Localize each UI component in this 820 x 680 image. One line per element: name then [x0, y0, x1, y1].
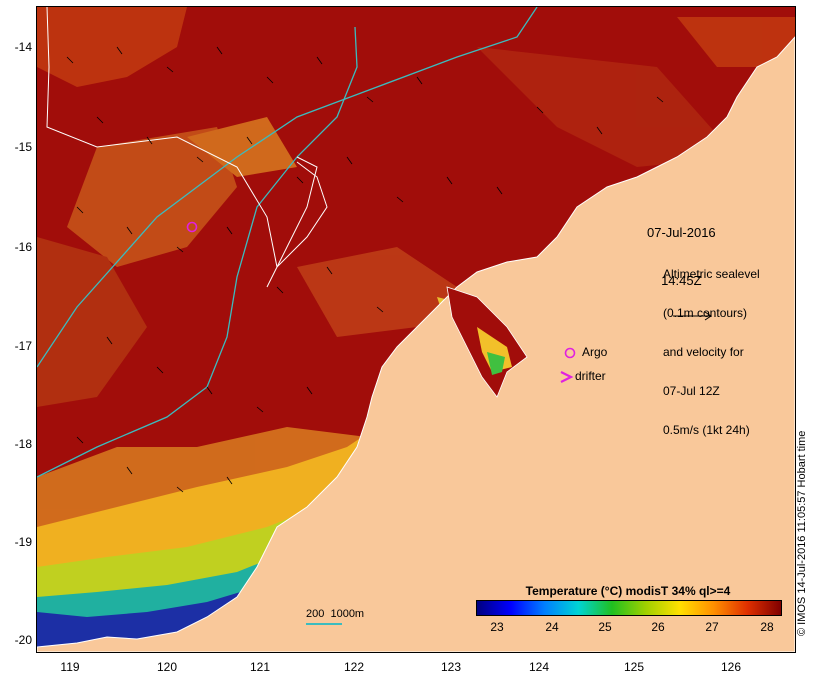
x-tick-label: 121 — [249, 660, 271, 674]
x-tick-label: 123 — [440, 660, 462, 674]
isobath-200m — [37, 7, 538, 368]
argo-label: Argo — [582, 345, 608, 359]
altimetry-line-1: Altimetric sealevel — [663, 267, 760, 281]
x-tick-label: 126 — [720, 660, 742, 674]
x-tick-label: 124 — [528, 660, 550, 674]
isobath-scale-line — [306, 623, 342, 625]
y-tick-label: -17 — [14, 339, 32, 353]
colorbar-tick-label: 24 — [545, 620, 559, 634]
y-tick-label: -20 — [14, 633, 32, 647]
altimetry-line-3: and velocity for — [663, 345, 744, 359]
land-australia — [37, 36, 795, 652]
colorbar-tick-label: 26 — [651, 620, 665, 634]
x-tick-label: 119 — [60, 660, 80, 674]
y-tick-label: -18 — [14, 437, 32, 451]
y-tick-label: -19 — [14, 535, 32, 549]
sealevel-contour-2 — [266, 156, 318, 288]
y-tick-label: -16 — [14, 240, 32, 254]
colorbar-tick-label: 27 — [705, 620, 719, 634]
argo-float-offshore-marker — [186, 221, 198, 233]
drifter-label: drifter — [575, 369, 606, 383]
colorbar-tick-label: 28 — [760, 620, 774, 634]
drifter-legend-marker — [560, 371, 574, 383]
altimetry-line-4: 07-Jul 12Z — [663, 384, 720, 398]
velocity-arrow-field — [66, 46, 664, 493]
sst-map-graphic — [37, 7, 795, 652]
colorbar-title: Temperature (°C) modisT 34% ql>=4 — [525, 584, 731, 598]
argo-legend-marker — [564, 347, 576, 359]
date-line-1: 07-Jul-2016 — [647, 225, 716, 240]
altimetry-line-5: 0.5m/s (1kt 24h) — [663, 423, 750, 437]
colorbar-tick-label: 25 — [598, 620, 612, 634]
isobath-scale-label: 200 1000m — [306, 608, 365, 620]
isobath-1000m — [37, 26, 358, 478]
y-tick-label: -14 — [14, 40, 32, 54]
date-line-2: 14:45Z — [661, 273, 702, 288]
x-tick-label: 122 — [343, 660, 365, 674]
imos-credit: © IMOS 14-Jul-2016 11:05:57 Hobart time — [796, 430, 808, 636]
x-tick-label: 125 — [623, 660, 645, 674]
sealevel-contour-1 — [46, 7, 328, 269]
x-tick-label: 120 — [156, 660, 178, 674]
sst-coastal-bands — [37, 297, 507, 652]
temperature-colorbar — [476, 600, 782, 616]
altimetry-line-2: (0.1m contours) — [663, 306, 748, 320]
altimetry-annotation: Altimetric sealevel (0.1m contours) and … — [663, 242, 760, 463]
sst-map-panel[interactable]: 07-Jul-2016 14:45Z Altimetric sealevel (… — [36, 6, 796, 653]
date-annotation: 07-Jul-2016 14:45Z — [647, 193, 716, 321]
y-tick-label: -15 — [14, 140, 32, 154]
velocity-scale-arrow — [673, 311, 712, 321]
colorbar-tick-label: 23 — [490, 620, 504, 634]
